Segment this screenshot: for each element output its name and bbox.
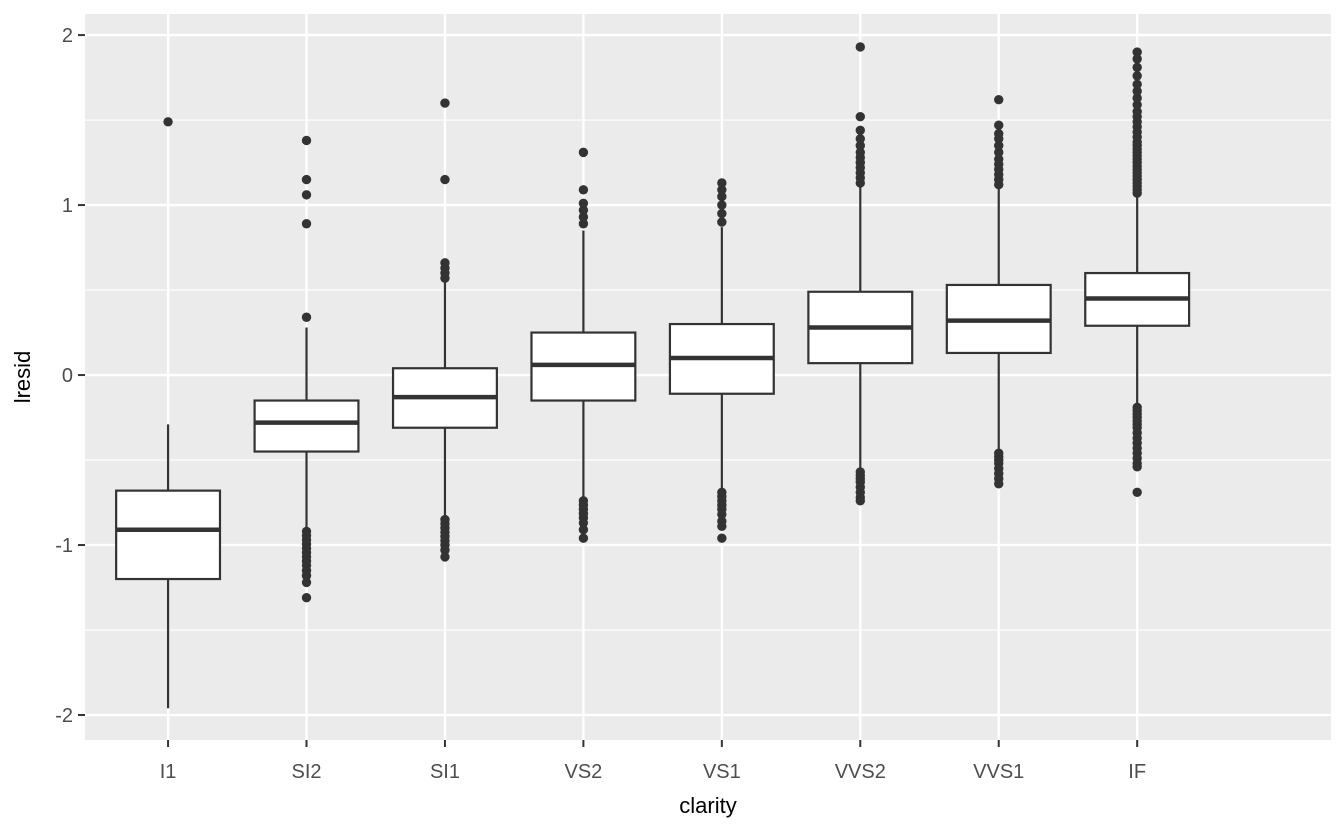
x-tick-label: IF [1128, 761, 1146, 783]
outlier-point [1132, 62, 1142, 73]
outlier-point [578, 533, 589, 543]
outlier-point [994, 147, 1004, 158]
x-tick-label: SI2 [291, 761, 321, 783]
x-tick-label: VS1 [703, 761, 741, 783]
outlier-point [717, 533, 727, 543]
y-tick-label: 2 [62, 25, 73, 47]
outlier-point [440, 258, 450, 268]
outlier-point [578, 518, 589, 528]
axes-layer: -2 -1 0 1 2 I1 SI2 SI1 VS2 VS1 VVS2 VVS1 IF [55, 25, 1146, 783]
boxplot-VVS2 [807, 42, 914, 506]
x-tick-label: VVS2 [835, 761, 886, 783]
x-tick-label: VVS1 [973, 761, 1024, 783]
x-tick-label: SI1 [430, 761, 460, 783]
x-tick-label: I1 [160, 761, 177, 783]
outlier-point [717, 521, 727, 532]
outlier-point [578, 147, 589, 158]
outlier-point [1132, 462, 1142, 472]
outlier-point [855, 140, 865, 151]
y-tick-label: 1 [62, 195, 73, 217]
outlier-point [578, 198, 589, 209]
outlier-point [1132, 71, 1142, 81]
outlier-point [855, 134, 865, 144]
x-axis-title: clarity [679, 793, 736, 818]
outlier-point [578, 525, 589, 535]
outlier-point [301, 174, 312, 185]
outlier-point [994, 94, 1004, 105]
x-tick-label: VS2 [564, 761, 602, 783]
outlier-point [1132, 487, 1142, 498]
y-tick-label: 0 [62, 365, 73, 387]
outlier-point [440, 552, 450, 562]
outlier-point [1132, 54, 1142, 64]
outlier-point [994, 140, 1004, 151]
outlier-point [855, 111, 865, 122]
outlier-point [717, 191, 727, 202]
outlier-point [578, 212, 589, 222]
outlier-point [1132, 47, 1142, 57]
outlier-point [855, 147, 865, 158]
boxplot-SI1 [391, 98, 498, 562]
outlier-point [717, 185, 727, 195]
outlier-point [301, 135, 312, 146]
outlier-point [440, 545, 450, 555]
outlier-point [578, 205, 589, 215]
outlier-point [163, 117, 173, 127]
outlier-point [717, 217, 727, 227]
outlier-point [301, 219, 312, 229]
boxplot-VVS1 [945, 94, 1052, 489]
outlier-point [717, 200, 727, 210]
outlier-point [855, 496, 865, 506]
outlier-point [578, 219, 589, 229]
outlier-point [301, 593, 312, 603]
outlier-point [301, 190, 312, 200]
outlier-point [717, 178, 727, 188]
outlier-point [440, 174, 450, 185]
outlier-point [301, 577, 312, 588]
outlier-point [1132, 93, 1142, 103]
outlier-point [994, 479, 1004, 489]
iqr-box [115, 489, 222, 581]
boxplot-I1 [115, 117, 222, 709]
boxplot-VS1 [668, 178, 775, 543]
y-axis-title: lresid [10, 351, 35, 404]
outlier-point [301, 570, 312, 581]
outlier-point [440, 98, 450, 108]
y-tick-label: -2 [55, 705, 73, 727]
outlier-point [1132, 86, 1142, 96]
outlier-point [994, 154, 1004, 164]
outlier-point [1132, 106, 1142, 117]
outlier-point [994, 120, 1004, 130]
outlier-point [717, 509, 727, 520]
boxplot-IF [1084, 47, 1191, 498]
y-tick-label: -1 [55, 535, 73, 557]
outlier-point [994, 128, 1004, 139]
iqr-box [253, 399, 360, 453]
outlier-point [717, 208, 727, 219]
boxplot-VS2 [530, 147, 637, 543]
outlier-point [855, 125, 865, 135]
outlier-point [1132, 100, 1142, 110]
outlier-point [1132, 79, 1142, 90]
boxplots-layer [115, 42, 1191, 709]
outlier-point [855, 42, 865, 52]
outlier-point [578, 185, 589, 195]
outlier-point [301, 312, 312, 322]
boxplot-SI2 [253, 135, 360, 603]
